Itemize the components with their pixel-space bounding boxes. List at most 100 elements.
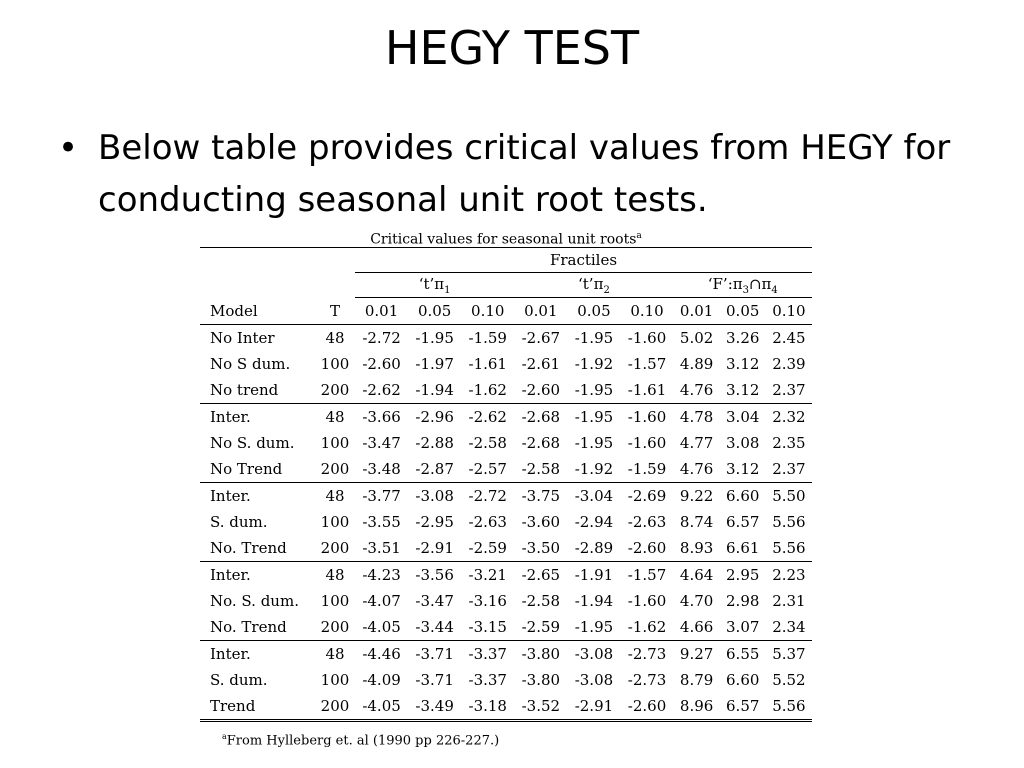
- critical-value-cell: -1.94: [408, 377, 462, 404]
- sample-size-cell: 48: [325, 566, 345, 584]
- critical-values-table: Fractiles ‘t’π1 ‘t’π2 ‘F’:π3∩π4 Model T …: [200, 247, 812, 722]
- critical-value-cell: -2.69: [627, 487, 667, 505]
- bullet-text: Below table provides critical values fro…: [98, 128, 951, 220]
- footnote-mark: a: [222, 732, 227, 741]
- critical-value-cell: 2.95: [726, 566, 760, 584]
- critical-value-cell: 4.89: [679, 355, 714, 373]
- model-cell: Trend: [200, 693, 315, 722]
- critical-value-cell: -4.05: [355, 693, 409, 722]
- critical-value-cell: -2.63: [468, 513, 507, 531]
- critical-value-cell: -3.55: [362, 513, 401, 531]
- critical-value-cell: -3.08: [415, 487, 454, 505]
- column-header: 0.10: [461, 297, 515, 325]
- table-row: Inter. 48 -3.66 -2.96 -2.62 -2.68 -1.95 -1.60 4.…: [200, 404, 812, 431]
- critical-value-cell: 6.61: [719, 535, 766, 562]
- column-header: 0.01: [355, 297, 409, 325]
- critical-value-cell: -3.37: [468, 645, 507, 663]
- critical-value-cell: 8.74: [679, 513, 714, 531]
- critical-value-cell: -1.57: [627, 355, 667, 373]
- critical-value-cell: -1.95: [574, 434, 614, 452]
- critical-value-cell: -1.62: [620, 614, 674, 641]
- critical-value-cell: 2.45: [772, 329, 806, 347]
- critical-value-cell: -2.57: [461, 456, 515, 483]
- critical-value-cell: 6.55: [726, 645, 760, 663]
- critical-value-cell: 9.22: [679, 487, 714, 505]
- critical-value-cell: -1.60: [627, 329, 667, 347]
- critical-value-cell: -2.72: [468, 487, 507, 505]
- critical-value-cell: -1.57: [627, 566, 667, 584]
- sample-size-cell: 48: [325, 329, 345, 347]
- critical-value-cell: -1.60: [627, 408, 667, 426]
- critical-value-cell: 3.12: [719, 456, 766, 483]
- caption-footnote-mark: a: [636, 231, 642, 241]
- critical-value-cell: -1.60: [627, 592, 667, 610]
- critical-value-cell: 5.56: [765, 535, 812, 562]
- critical-value-cell: -1.95: [415, 329, 454, 347]
- table-row: Trend 200 -4.05 -3.49 -3.18 -3.52 -2.91 -2.60 8.…: [200, 693, 812, 722]
- table-row: Inter. 48 -4.23 -3.56 -3.21 -2.65 -1.91 -1.57 4.…: [200, 562, 812, 589]
- critical-value-cell: -4.09: [362, 671, 401, 689]
- model-cell: S. dum.: [210, 513, 268, 531]
- critical-value-cell: 5.50: [772, 487, 806, 505]
- model-cell: Inter.: [210, 487, 251, 505]
- model-cell: Inter.: [210, 408, 251, 426]
- critical-value-cell: -3.15: [461, 614, 515, 641]
- column-header: 0.10: [620, 297, 674, 325]
- critical-value-cell: -2.68: [521, 408, 561, 426]
- critical-value-cell: -2.67: [521, 329, 561, 347]
- model-cell: No S dum.: [210, 355, 291, 373]
- model-cell: No Inter: [210, 329, 275, 347]
- critical-value-cell: -1.97: [415, 355, 454, 373]
- critical-value-cell: 9.27: [679, 645, 714, 663]
- table-row: No S dum. 100 -2.60 -1.97 -1.61 -2.61 -1.92 -1.…: [200, 351, 812, 377]
- header-row-spanner: Fractiles: [200, 247, 812, 273]
- critical-value-cell: -1.60: [627, 434, 667, 452]
- column-header: 0.10: [765, 297, 812, 325]
- critical-value-cell: -2.61: [521, 355, 561, 373]
- critical-value-cell: -3.47: [362, 434, 401, 452]
- critical-value-cell: -2.59: [514, 614, 568, 641]
- critical-value-cell: -2.59: [461, 535, 515, 562]
- critical-value-cell: -2.58: [521, 592, 561, 610]
- column-header: T: [315, 297, 355, 325]
- critical-value-cell: -4.05: [355, 614, 409, 641]
- table-caption-text: Critical values for seasonal unit roots: [370, 231, 637, 248]
- group-header-f-pi3-pi4: ‘F’:π3∩π4: [673, 272, 812, 298]
- critical-value-cell: 8.93: [673, 535, 720, 562]
- critical-value-cell: -2.96: [415, 408, 454, 426]
- table-row: No S. dum. 100 -3.47 -2.88 -2.58 -2.68 -1.95 -1…: [200, 430, 812, 456]
- critical-value-cell: -3.75: [521, 487, 561, 505]
- table-row: Inter. 48 -4.46 -3.71 -3.37 -3.80 -3.08 -2.73 9.…: [200, 641, 812, 668]
- critical-value-cell: 6.57: [719, 693, 766, 722]
- critical-values-table-block: Critical values for seasonal unit rootsa…: [200, 225, 812, 750]
- critical-value-cell: 2.23: [772, 566, 806, 584]
- critical-value-cell: -3.48: [355, 456, 409, 483]
- critical-value-cell: -2.91: [408, 535, 462, 562]
- table-row: No. S. dum. 100 -4.07 -3.47 -3.16 -2.58 -1.94-…: [200, 588, 812, 614]
- critical-value-cell: -3.52: [514, 693, 568, 722]
- critical-value-cell: 4.64: [679, 566, 714, 584]
- sample-size-cell: 200: [315, 614, 355, 641]
- group-header-t-pi1: ‘t’π1: [355, 272, 515, 298]
- critical-value-cell: 5.37: [772, 645, 806, 663]
- critical-value-cell: 6.60: [726, 487, 760, 505]
- critical-value-cell: -3.47: [415, 592, 454, 610]
- critical-value-cell: -3.71: [415, 671, 454, 689]
- critical-value-cell: -3.80: [521, 645, 561, 663]
- table-caption: Critical values for seasonal unit rootsa: [200, 225, 812, 248]
- critical-value-cell: -2.73: [627, 671, 667, 689]
- critical-value-cell: -2.87: [408, 456, 462, 483]
- critical-value-cell: 4.77: [679, 434, 714, 452]
- critical-value-cell: 2.35: [772, 434, 806, 452]
- critical-value-cell: -3.16: [468, 592, 507, 610]
- critical-value-cell: 2.34: [765, 614, 812, 641]
- model-cell: No. S. dum.: [210, 592, 299, 610]
- critical-value-cell: -2.60: [620, 693, 674, 722]
- critical-value-cell: 6.57: [726, 513, 760, 531]
- model-cell: Inter.: [210, 566, 251, 584]
- critical-value-cell: -2.95: [415, 513, 454, 531]
- critical-value-cell: 5.56: [765, 693, 812, 722]
- critical-value-cell: 3.12: [726, 355, 760, 373]
- critical-value-cell: 2.37: [765, 377, 812, 404]
- critical-value-cell: -1.92: [574, 355, 614, 373]
